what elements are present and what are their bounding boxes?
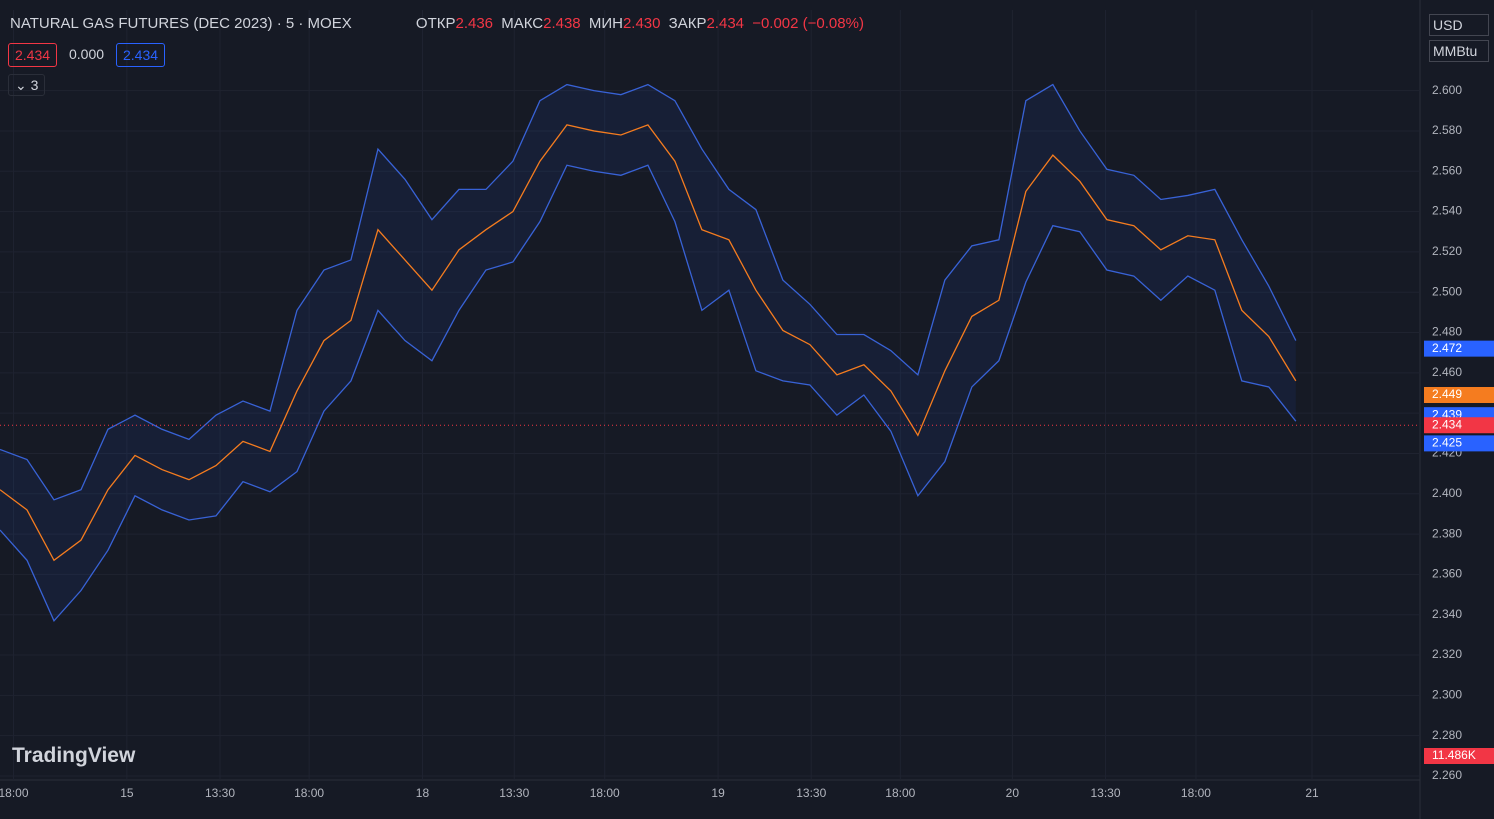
y-tick-label: 2.560 xyxy=(1432,163,1462,177)
y-tick-label: 2.400 xyxy=(1432,486,1462,500)
y-tick-label: 2.460 xyxy=(1432,365,1462,379)
indicator-line xyxy=(0,164,1297,622)
x-tick-label: 18:00 xyxy=(0,786,29,800)
price-badge xyxy=(1424,417,1494,434)
y-tick-label: 2.320 xyxy=(1432,647,1462,661)
price-badge-label: 2.449 xyxy=(1432,387,1462,401)
indicator-line xyxy=(0,83,1297,501)
x-tick-label: 13:30 xyxy=(499,786,529,800)
indicator-count: 3 xyxy=(30,77,39,93)
unit[interactable]: MMBtu xyxy=(1429,40,1489,62)
volume-badge-label: 11.486K xyxy=(1432,748,1476,762)
ask[interactable]: 2.434 xyxy=(116,43,166,67)
y-tick-label: 2.540 xyxy=(1432,204,1462,218)
indicators-toggle[interactable]: ⌄ 3 xyxy=(8,74,46,96)
ohlc-label: МАКС xyxy=(501,15,544,32)
x-tick-label: 19 xyxy=(711,786,725,800)
ohlc-label: ЗАКР xyxy=(668,15,707,32)
ohlc-value: 2.438 xyxy=(543,15,581,32)
x-tick-label: 18:00 xyxy=(1181,786,1211,800)
price-badge xyxy=(1424,387,1494,403)
y-tick-label: 2.480 xyxy=(1432,325,1462,339)
x-tick-label: 18:00 xyxy=(885,786,915,800)
ohlc-label: МИН xyxy=(588,15,623,32)
bid[interactable]: 2.434 xyxy=(8,43,58,67)
y-tick-label: 2.520 xyxy=(1432,244,1462,258)
y-tick-label: 2.300 xyxy=(1432,688,1462,702)
brand: TradingView xyxy=(12,744,136,767)
x-tick-label: 13:30 xyxy=(205,786,235,800)
y-tick-label: 2.340 xyxy=(1432,607,1462,621)
y-tick-label: 2.600 xyxy=(1432,83,1462,97)
x-tick-label: 15 xyxy=(120,786,134,800)
price-badge xyxy=(1424,435,1494,452)
volume-badge xyxy=(1424,748,1494,764)
y-tick-label: 2.260 xyxy=(1432,768,1462,782)
x-tick-label: 13:30 xyxy=(796,786,826,800)
ohlc-value: 2.434 xyxy=(706,15,745,32)
y-tick-label: 2.280 xyxy=(1432,728,1462,742)
x-tick-label: 21 xyxy=(1305,786,1319,800)
ohlc-value: 2.436 xyxy=(455,15,494,32)
change: −0.002 (−0.08%) xyxy=(752,15,864,32)
y-tick-label: 2.580 xyxy=(1432,123,1462,137)
x-tick-label: 18:00 xyxy=(294,786,324,800)
price-badge xyxy=(1424,340,1494,357)
y-tick-label: 2.500 xyxy=(1432,284,1462,298)
x-tick-label: 18 xyxy=(416,786,430,800)
x-tick-label: 13:30 xyxy=(1090,786,1120,800)
legend-header: NATURAL GAS FUTURES (DEC 2023) · 5 · MOE… xyxy=(10,15,868,32)
x-tick-label: 20 xyxy=(1006,786,1020,800)
symbol[interactable]: NATURAL GAS FUTURES (DEC 2023) · 5 · MOE… xyxy=(10,15,352,32)
spread: 0.000 xyxy=(69,46,105,62)
price-badge-label: 2.434 xyxy=(1432,417,1462,431)
price-badge-label: 2.472 xyxy=(1432,341,1462,355)
ohlc-label: ОТКР xyxy=(415,15,456,32)
indicator-line xyxy=(0,124,1297,562)
y-tick-label: 2.360 xyxy=(1432,567,1462,581)
price-badge-label: 2.425 xyxy=(1432,436,1462,450)
ohlc-value: 2.430 xyxy=(622,15,661,32)
x-tick-label: 18:00 xyxy=(590,786,620,800)
y-tick-label: 2.380 xyxy=(1432,526,1462,540)
currency[interactable]: USD xyxy=(1429,14,1489,36)
